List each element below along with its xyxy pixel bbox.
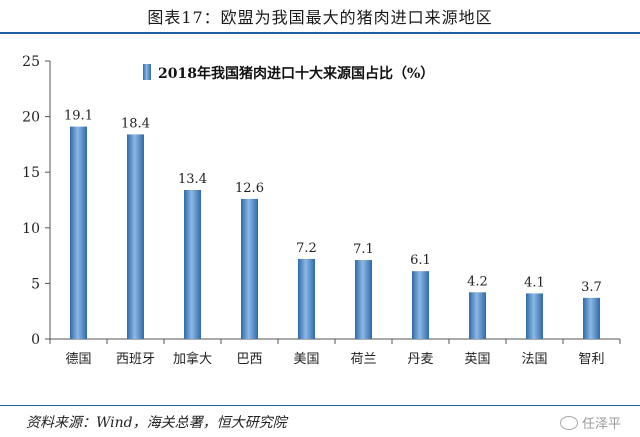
x-tick-label: 美国 (293, 352, 319, 367)
y-tick-label: 5 (31, 276, 40, 292)
y-tick-label: 10 (22, 221, 40, 237)
y-tick-label: 15 (22, 165, 40, 181)
watermark: 任泽平 (560, 413, 621, 432)
legend-label: 2018年我国猪肉进口十大来源国占比（%） (158, 65, 434, 82)
bar (184, 189, 201, 339)
chart-title: 图表17：欧盟为我国最大的猪肉进口来源地区 (147, 8, 493, 27)
source-bar: 资料来源：Wind，海关总署，恒大研究院 任泽平 (0, 405, 640, 437)
x-tick-label: 丹麦 (407, 352, 433, 367)
y-tick-label: 0 (31, 332, 40, 348)
data-label: 19.1 (64, 109, 93, 124)
x-tick-label: 智利 (578, 352, 604, 367)
x-tick-label: 德国 (65, 352, 91, 367)
chart-title-bar: 图表17：欧盟为我国最大的猪肉进口来源地区 (0, 0, 640, 34)
bar (70, 126, 87, 339)
data-label: 7.2 (296, 241, 317, 256)
data-label: 13.4 (178, 172, 207, 187)
watermark-text: 任泽平 (582, 417, 622, 432)
x-tick-label: 荷兰 (350, 352, 376, 367)
bar (355, 260, 372, 339)
bar (241, 198, 258, 339)
x-tick-label: 加拿大 (173, 351, 212, 367)
x-tick-label: 法国 (521, 352, 547, 367)
source-note: 资料来源：Wind，海关总署，恒大研究院 (26, 415, 287, 431)
data-label: 12.6 (235, 181, 264, 196)
data-label: 3.7 (581, 280, 602, 295)
x-tick-label: 巴西 (236, 352, 262, 367)
bar (412, 271, 429, 339)
bar (469, 292, 486, 339)
data-label: 6.1 (410, 253, 431, 268)
bar-chart: 0 5 10 15 20 25 19.1 德国 18.4 西班牙 13.4 加拿大 12.6 巴西 7.2 美… (22, 54, 621, 367)
y-tick-label: 25 (22, 54, 40, 70)
bar (127, 134, 144, 339)
bar (526, 293, 543, 339)
data-label: 7.1 (353, 242, 374, 257)
y-tick-label: 20 (22, 110, 40, 126)
data-label: 18.4 (121, 116, 150, 131)
bar (583, 297, 600, 339)
bar (298, 258, 315, 339)
x-tick-label: 英国 (464, 352, 490, 367)
data-label: 4.1 (524, 275, 545, 290)
legend-swatch (143, 64, 151, 80)
data-label: 4.2 (467, 274, 488, 289)
x-tick-label: 西班牙 (116, 352, 155, 367)
weibo-icon (560, 415, 578, 430)
